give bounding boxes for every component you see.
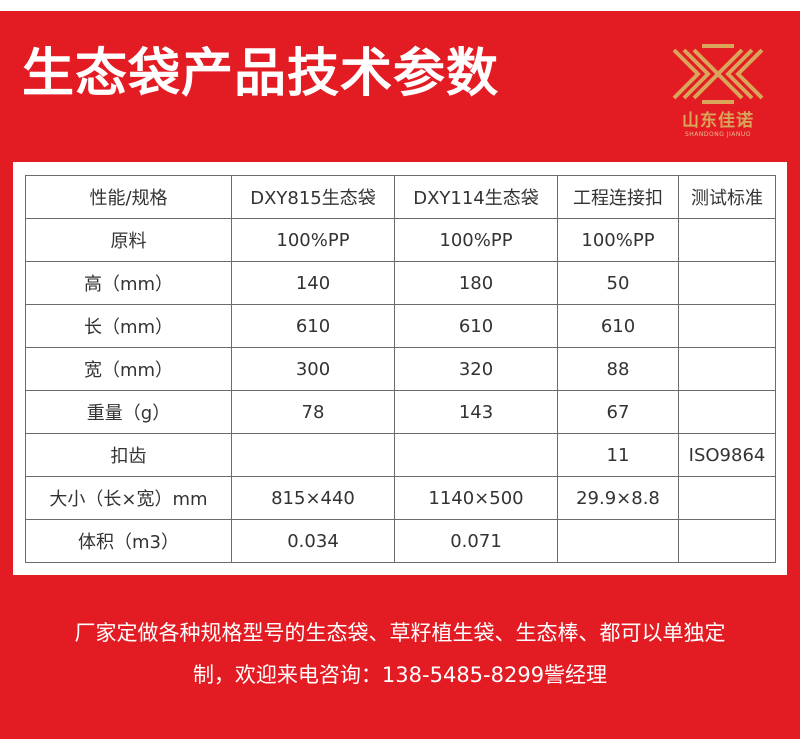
table-cell: 140 xyxy=(231,261,395,305)
table-cell xyxy=(678,218,776,262)
table-cell xyxy=(678,304,776,348)
table-row: 原料 100%PP 100%PP 100%PP xyxy=(25,218,776,262)
table-cell: 重量（g） xyxy=(25,390,232,434)
logo-name-cn: 山东佳诺 xyxy=(682,111,754,131)
table-cell: 扣齿 xyxy=(25,433,232,477)
table-cell xyxy=(678,519,776,563)
table-cell xyxy=(678,347,776,391)
table-cell: 100%PP xyxy=(557,218,679,262)
spec-table: 性能/规格 DXY815生态袋 DXY114生态袋 工程连接扣 测试标准 原料 … xyxy=(25,175,776,563)
table-cell: 610 xyxy=(394,304,558,348)
table-cell: 0.034 xyxy=(231,519,395,563)
table-cell: 高（mm） xyxy=(25,261,232,305)
table-cell: 100%PP xyxy=(394,218,558,262)
table-row: 重量（g） 78 143 67 xyxy=(25,390,776,434)
table-cell: 610 xyxy=(557,304,679,348)
table-cell: 大小（长×宽）mm xyxy=(25,476,232,520)
table-cell xyxy=(678,261,776,305)
table-cell: 1140×500 xyxy=(394,476,558,520)
table-cell: ISO9864 xyxy=(678,433,776,477)
table-cell xyxy=(231,433,395,477)
table-row: 高（mm） 140 180 50 xyxy=(25,261,776,305)
header-test-standard: 测试标准 xyxy=(678,175,776,219)
table-cell: 300 xyxy=(231,347,395,391)
table-row: 宽（mm） 300 320 88 xyxy=(25,347,776,391)
table-cell: 0.071 xyxy=(394,519,558,563)
table-cell: 50 xyxy=(557,261,679,305)
table-cell: 长（mm） xyxy=(25,304,232,348)
table-cell: 610 xyxy=(231,304,395,348)
table-cell: 100%PP xyxy=(231,218,395,262)
table-cell: 143 xyxy=(394,390,558,434)
contact-footer: 厂家定做各种规格型号的生态袋、草籽植生袋、生态棒、都可以单独定 制，欢迎来电咨询… xyxy=(20,612,780,696)
table-header-row: 性能/规格 DXY815生态袋 DXY114生态袋 工程连接扣 测试标准 xyxy=(25,175,776,219)
header-connector: 工程连接扣 xyxy=(557,175,679,219)
company-logo: 山东佳诺 SHANDONG JIANUO xyxy=(660,40,776,148)
table-row: 长（mm） 610 610 610 xyxy=(25,304,776,348)
table-cell: 88 xyxy=(557,347,679,391)
page-title: 生态袋产品技术参数 xyxy=(22,44,500,104)
table-cell: 67 xyxy=(557,390,679,434)
table-row: 大小（长×宽）mm 815×440 1140×500 29.9×8.8 xyxy=(25,476,776,520)
header-dxy114: DXY114生态袋 xyxy=(394,175,558,219)
table-cell: 320 xyxy=(394,347,558,391)
table-cell: 11 xyxy=(557,433,679,477)
table-cell xyxy=(678,476,776,520)
table-cell: 815×440 xyxy=(231,476,395,520)
footer-line-1: 厂家定做各种规格型号的生态袋、草籽植生袋、生态棒、都可以单独定 xyxy=(74,621,726,645)
table-cell: 原料 xyxy=(25,218,232,262)
logo-name-en: SHANDONG JIANUO xyxy=(684,131,752,138)
table-cell: 体积（m3） xyxy=(25,519,232,563)
table-cell xyxy=(678,390,776,434)
table-cell xyxy=(394,433,558,477)
spec-table-card: 性能/规格 DXY815生态袋 DXY114生态袋 工程连接扣 测试标准 原料 … xyxy=(13,162,787,575)
header-spec: 性能/规格 xyxy=(25,175,232,219)
table-cell: 180 xyxy=(394,261,558,305)
header-dxy815: DXY815生态袋 xyxy=(231,175,395,219)
table-cell: 29.9×8.8 xyxy=(557,476,679,520)
table-cell: 78 xyxy=(231,390,395,434)
table-cell: 宽（mm） xyxy=(25,347,232,391)
table-row: 扣齿 11 ISO9864 xyxy=(25,433,776,477)
table-row: 体积（m3） 0.034 0.071 xyxy=(25,519,776,563)
footer-line-2: 制，欢迎来电咨询：138-5485-8299訾经理 xyxy=(192,663,608,687)
logo-mark-icon xyxy=(672,44,764,104)
table-cell xyxy=(557,519,679,563)
